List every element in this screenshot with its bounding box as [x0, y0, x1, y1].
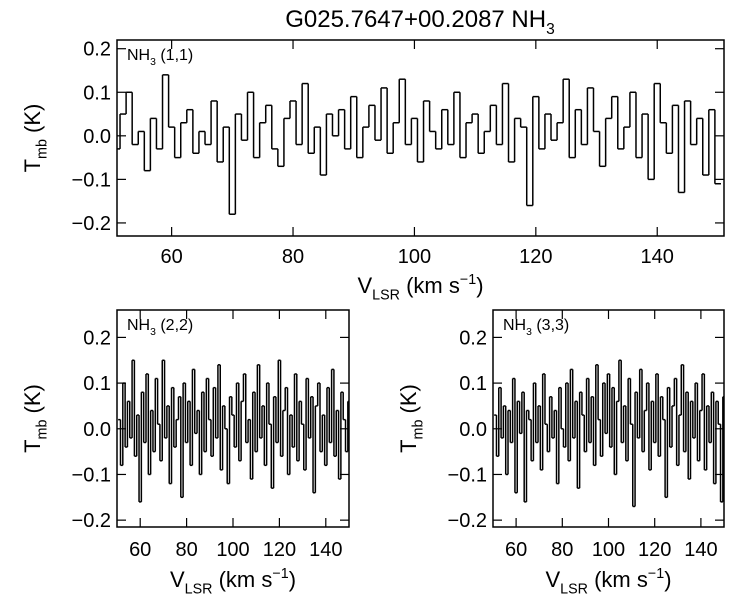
chart-title: G025.7647+00.2087 NH3 [285, 6, 555, 38]
chart-title-part: 3 [546, 21, 555, 38]
y-axis-label: Tmb (K) [20, 104, 51, 173]
y-axis-label-part: mb [411, 420, 427, 440]
x-axis-label-part: LSR [185, 582, 213, 598]
x-axis-label-part: LSR [372, 288, 400, 304]
x-tick-label: 100 [398, 246, 431, 268]
x-axis-label-part: V [545, 567, 560, 592]
y-tick-label: 0.0 [83, 126, 111, 148]
y-tick-label: −0.2 [448, 510, 487, 532]
x-tick-label: 140 [684, 539, 717, 561]
plot-frame [492, 309, 725, 528]
panel-label-part: 3 [150, 57, 156, 68]
y-axis-label-part: (K) [20, 104, 45, 139]
x-axis-label-part: (km s [588, 567, 648, 592]
x-axis-label-part: V [170, 567, 185, 592]
x-tick-label: 140 [309, 539, 342, 561]
plot-area [494, 359, 724, 508]
y-tick-label: −0.2 [72, 213, 111, 235]
x-tick-label: 80 [282, 246, 304, 268]
panel-label: NH3 (1,1) [127, 47, 193, 68]
y-tick-label: 0.0 [83, 419, 111, 441]
plot-area [117, 74, 721, 215]
panel-label-part: 3 [150, 327, 156, 338]
y-tick-label: 0.1 [459, 373, 487, 395]
panel-label-part: (3,3) [532, 317, 569, 334]
panel-label-part: 3 [526, 327, 532, 338]
y-tick-label: −0.1 [72, 464, 111, 486]
x-axis-label: VLSR (km s−1) [357, 272, 483, 303]
y-axis-label: Tmb (K) [20, 384, 51, 453]
x-axis-label-part: (km s [212, 567, 272, 592]
plot-frame [116, 309, 350, 528]
y-tick-label: 0.2 [83, 39, 111, 61]
panel-label-part: NH [127, 47, 150, 64]
x-axis-label-part: ) [289, 567, 296, 592]
x-axis-label-part: −1 [272, 566, 288, 582]
y-tick-label: 0.2 [83, 327, 111, 349]
x-tick-label: 120 [263, 539, 296, 561]
panel-label-part: (2,2) [156, 317, 193, 334]
y-tick-label: 0.2 [459, 327, 487, 349]
x-axis-label-part: ) [664, 567, 671, 592]
plot-frame [116, 39, 725, 237]
x-tick-label: 60 [129, 539, 151, 561]
panel-label: NH3 (3,3) [503, 317, 569, 338]
y-axis-label-part: T [20, 439, 45, 452]
plot-area [118, 359, 349, 503]
x-tick-label: 100 [216, 539, 249, 561]
x-axis-label-part: LSR [560, 582, 588, 598]
panel-label-part: (1,1) [156, 47, 193, 64]
y-axis-label-part: T [396, 439, 421, 452]
y-axis-label-part: mb [35, 420, 51, 440]
x-axis-label: VLSR (km s−1) [545, 566, 671, 597]
x-tick-label: 60 [161, 246, 183, 268]
y-tick-label: 0.1 [83, 373, 111, 395]
x-axis-label-part: V [357, 273, 372, 298]
x-axis-label-part: −1 [460, 272, 476, 288]
y-axis-label-part: (K) [396, 384, 421, 419]
chart-title-part: G025.7647+00.2087 NH [285, 6, 546, 33]
y-tick-label: −0.1 [72, 169, 111, 191]
panel-label-part: NH [503, 317, 526, 334]
x-tick-label: 60 [505, 539, 527, 561]
y-tick-label: −0.2 [72, 510, 111, 532]
y-tick-label: 0.0 [459, 419, 487, 441]
y-tick-label: 0.1 [83, 82, 111, 104]
x-axis-label-part: (km s [400, 273, 460, 298]
x-tick-label: 80 [551, 539, 573, 561]
y-tick-label: −0.1 [448, 464, 487, 486]
panel-label: NH3 (2,2) [127, 317, 193, 338]
y-axis-label: Tmb (K) [396, 384, 427, 453]
x-axis-label-part: −1 [648, 566, 664, 582]
panel-label-part: NH [127, 317, 150, 334]
x-axis-label: VLSR (km s−1) [170, 566, 296, 597]
x-axis-label-part: ) [476, 273, 483, 298]
y-axis-label-part: T [20, 159, 45, 172]
y-axis-label-part: (K) [20, 384, 45, 419]
x-tick-label: 100 [592, 539, 625, 561]
x-tick-label: 140 [641, 246, 674, 268]
x-tick-label: 120 [638, 539, 671, 561]
y-axis-label-part: mb [35, 139, 51, 159]
x-tick-label: 120 [519, 246, 552, 268]
x-tick-label: 80 [175, 539, 197, 561]
